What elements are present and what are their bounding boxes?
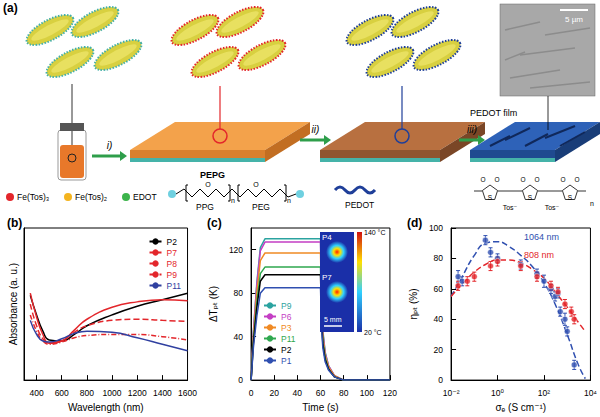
svg-text:P11: P11 [281,334,296,344]
svg-text:0: 0 [249,388,254,398]
svg-text:10²: 10² [538,388,550,398]
svg-text:P8: P8 [167,259,178,269]
svg-text:P2: P2 [281,345,292,355]
svg-text:100: 100 [429,223,443,233]
svg-text:20 °C: 20 °C [364,329,382,336]
svg-text:Tos⁻: Tos⁻ [545,204,560,211]
svg-text:P7: P7 [322,273,332,282]
svg-text:P9: P9 [167,270,178,280]
svg-text:0: 0 [438,375,443,385]
svg-text:20: 20 [269,388,279,398]
svg-text:(b): (b) [7,216,22,230]
svg-text:600: 600 [55,388,69,398]
svg-text:PEDOT: PEDOT [345,200,374,210]
svg-text:1064 nm: 1064 nm [524,232,559,242]
svg-text:n: n [590,200,594,207]
svg-text:(c): (c) [207,216,222,230]
svg-text:PEDOT film: PEDOT film [470,108,517,118]
svg-text:0: 0 [238,375,243,385]
svg-text:O: O [494,176,499,183]
svg-text:(a): (a) [3,1,18,15]
svg-text:10⁻²: 10⁻² [443,388,460,398]
svg-text:5 mm: 5 mm [324,316,342,323]
svg-text:10⁰: 10⁰ [491,388,504,398]
svg-text:P2: P2 [167,237,178,247]
svg-text:O: O [480,176,485,183]
svg-text:120: 120 [383,388,397,398]
svg-text:60: 60 [316,388,326,398]
svg-text:S: S [528,194,533,201]
svg-text:(d): (d) [407,216,422,230]
svg-text:Tos⁻: Tos⁻ [503,204,518,211]
svg-text:1400: 1400 [153,388,172,398]
svg-text:100: 100 [360,388,374,398]
svg-text:P4: P4 [322,233,332,242]
svg-text:P11: P11 [167,281,182,291]
svg-text:140 °C: 140 °C [364,229,385,236]
svg-text:PEPG: PEPG [200,170,225,180]
svg-text:80: 80 [339,388,349,398]
svg-text:P3: P3 [281,323,292,333]
svg-text:Absorbance (a. u.): Absorbance (a. u.) [8,263,19,345]
svg-text:S: S [488,194,493,201]
svg-text:n: n [231,197,235,204]
svg-text:P9: P9 [281,301,292,311]
svg-text:S: S [568,194,573,201]
svg-text:1200: 1200 [128,388,147,398]
svg-text:P7: P7 [167,248,178,258]
svg-text:O: O [520,176,525,183]
svg-text:O: O [574,176,579,183]
svg-text:P6: P6 [281,312,292,322]
svg-text:40: 40 [293,388,303,398]
svg-text:60: 60 [434,284,444,294]
svg-text:808 nm: 808 nm [524,250,554,260]
svg-text:1600: 1600 [178,388,197,398]
svg-text:120: 120 [229,245,243,255]
svg-text:Fe(Tos)₃: Fe(Tos)₃ [17,192,49,202]
svg-text:O: O [253,181,259,188]
svg-text:80: 80 [434,253,444,263]
svg-text:Time (s): Time (s) [302,402,338,413]
svg-text:80: 80 [234,288,244,298]
svg-text:5 µm: 5 µm [565,15,583,24]
svg-text:800: 800 [80,388,94,398]
svg-text:iii): iii) [467,124,477,135]
svg-text:EDOT: EDOT [133,192,157,202]
svg-text:20: 20 [434,345,444,355]
svg-text:P1: P1 [281,356,292,366]
svg-text:n: n [287,197,291,204]
svg-text:ηₚₜ (%): ηₚₜ (%) [408,288,419,319]
svg-text:Fe(Tos)₂: Fe(Tos)₂ [75,192,107,202]
svg-text:Wavelength (nm): Wavelength (nm) [68,402,144,413]
svg-text:PEG: PEG [252,202,270,212]
svg-text:PPG: PPG [196,202,214,212]
svg-text:O: O [534,176,539,183]
svg-text:ΔTₚₜ (K): ΔTₚₜ (K) [208,286,219,322]
svg-text:ii): ii) [312,124,320,135]
svg-text:40: 40 [234,332,244,342]
svg-text:10⁴: 10⁴ [584,388,597,398]
svg-text:400: 400 [29,388,43,398]
svg-text:O: O [205,181,211,188]
svg-text:i): i) [107,140,113,151]
svg-text:O: O [560,176,565,183]
svg-text:σₑ (S cm⁻¹): σₑ (S cm⁻¹) [495,402,546,413]
svg-text:40: 40 [434,314,444,324]
svg-text:1000: 1000 [103,388,122,398]
